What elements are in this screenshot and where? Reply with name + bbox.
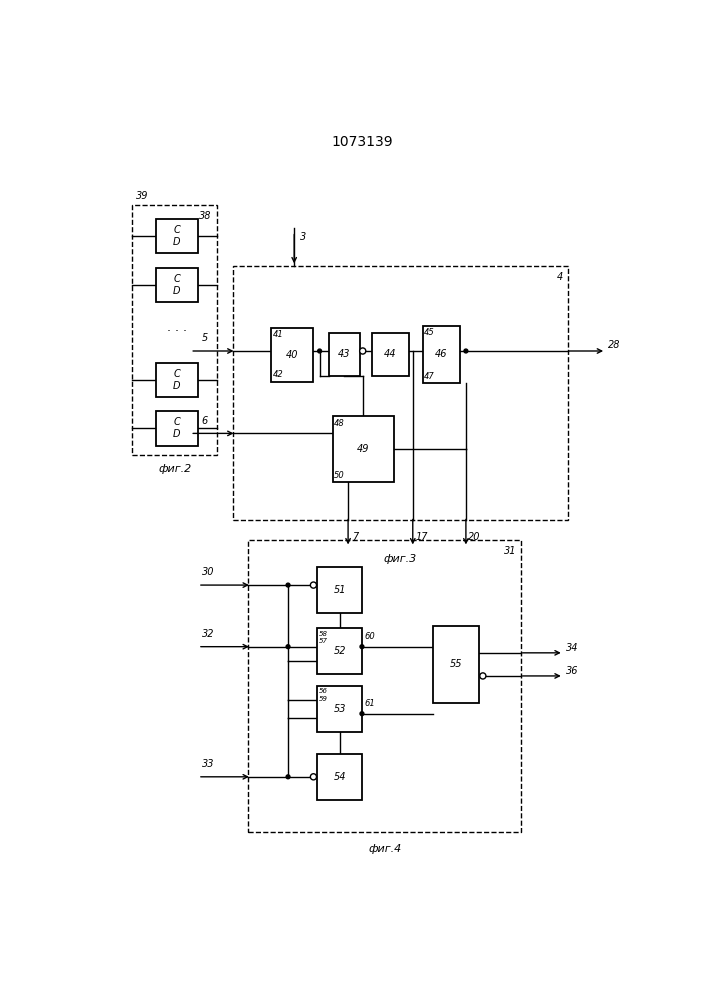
Text: 58: 58 — [319, 631, 328, 637]
Bar — [156, 411, 198, 446]
Text: 48: 48 — [334, 419, 345, 428]
Text: D: D — [173, 237, 180, 247]
Text: 54: 54 — [334, 772, 346, 782]
Text: · · ·: · · · — [167, 325, 187, 338]
Text: C: C — [173, 369, 180, 379]
Text: 41: 41 — [273, 330, 284, 339]
Text: 47: 47 — [424, 372, 435, 381]
Text: 57: 57 — [319, 638, 328, 644]
Circle shape — [310, 774, 317, 780]
Bar — [317, 686, 362, 732]
Circle shape — [480, 673, 486, 679]
Bar — [132, 205, 217, 455]
Circle shape — [286, 775, 290, 779]
Text: 36: 36 — [566, 666, 578, 676]
Bar — [156, 219, 198, 253]
Text: D: D — [173, 429, 180, 439]
Bar — [423, 326, 460, 383]
Text: 34: 34 — [566, 643, 578, 653]
Text: 59: 59 — [319, 696, 328, 702]
Text: 3: 3 — [300, 232, 307, 242]
Text: 51: 51 — [334, 585, 346, 595]
Bar — [271, 328, 313, 382]
Circle shape — [360, 348, 366, 354]
Text: 49: 49 — [357, 444, 370, 454]
Circle shape — [317, 349, 322, 353]
Text: 61: 61 — [364, 699, 375, 708]
Bar — [317, 754, 362, 800]
Text: 42: 42 — [273, 370, 284, 379]
Circle shape — [464, 349, 468, 353]
Text: C: C — [173, 417, 180, 427]
Text: 1073139: 1073139 — [331, 135, 393, 149]
Text: 7: 7 — [352, 532, 358, 542]
Text: C: C — [173, 225, 180, 235]
Text: 28: 28 — [607, 340, 620, 350]
Circle shape — [286, 645, 290, 649]
Text: D: D — [173, 381, 180, 391]
Bar — [317, 628, 362, 674]
Text: 43: 43 — [338, 349, 351, 359]
Text: 6: 6 — [201, 416, 208, 426]
Text: 39: 39 — [136, 191, 149, 201]
Text: 53: 53 — [334, 704, 346, 714]
Text: 45: 45 — [424, 328, 435, 337]
Text: 32: 32 — [201, 629, 214, 639]
Text: 46: 46 — [435, 349, 448, 359]
Text: 4: 4 — [556, 272, 563, 282]
Text: 40: 40 — [286, 350, 298, 360]
Text: 50: 50 — [334, 471, 345, 480]
Bar — [156, 268, 198, 302]
Text: 20: 20 — [468, 532, 481, 542]
Text: 52: 52 — [334, 646, 346, 656]
Text: 44: 44 — [384, 349, 397, 359]
Bar — [433, 626, 479, 703]
Bar — [317, 567, 362, 613]
Text: 55: 55 — [450, 659, 462, 669]
Text: 33: 33 — [201, 759, 214, 769]
Bar — [233, 266, 568, 520]
Bar — [329, 333, 360, 376]
Bar — [156, 363, 198, 397]
Text: фиг.4: фиг.4 — [368, 844, 402, 854]
Text: 38: 38 — [199, 211, 211, 221]
Text: фиг.2: фиг.2 — [158, 464, 192, 474]
Text: 30: 30 — [201, 567, 214, 577]
Text: D: D — [173, 286, 180, 296]
Circle shape — [310, 582, 317, 588]
Bar — [248, 540, 521, 832]
Text: C: C — [173, 274, 180, 284]
Circle shape — [360, 645, 364, 649]
Text: 31: 31 — [504, 546, 517, 556]
Circle shape — [286, 583, 290, 587]
Text: 56: 56 — [319, 688, 328, 694]
Circle shape — [360, 712, 364, 716]
Text: 60: 60 — [364, 632, 375, 641]
Bar — [372, 333, 409, 376]
Text: фиг.3: фиг.3 — [383, 554, 416, 564]
Text: 5: 5 — [201, 333, 208, 343]
Bar — [333, 416, 395, 482]
Text: 17: 17 — [415, 532, 428, 542]
